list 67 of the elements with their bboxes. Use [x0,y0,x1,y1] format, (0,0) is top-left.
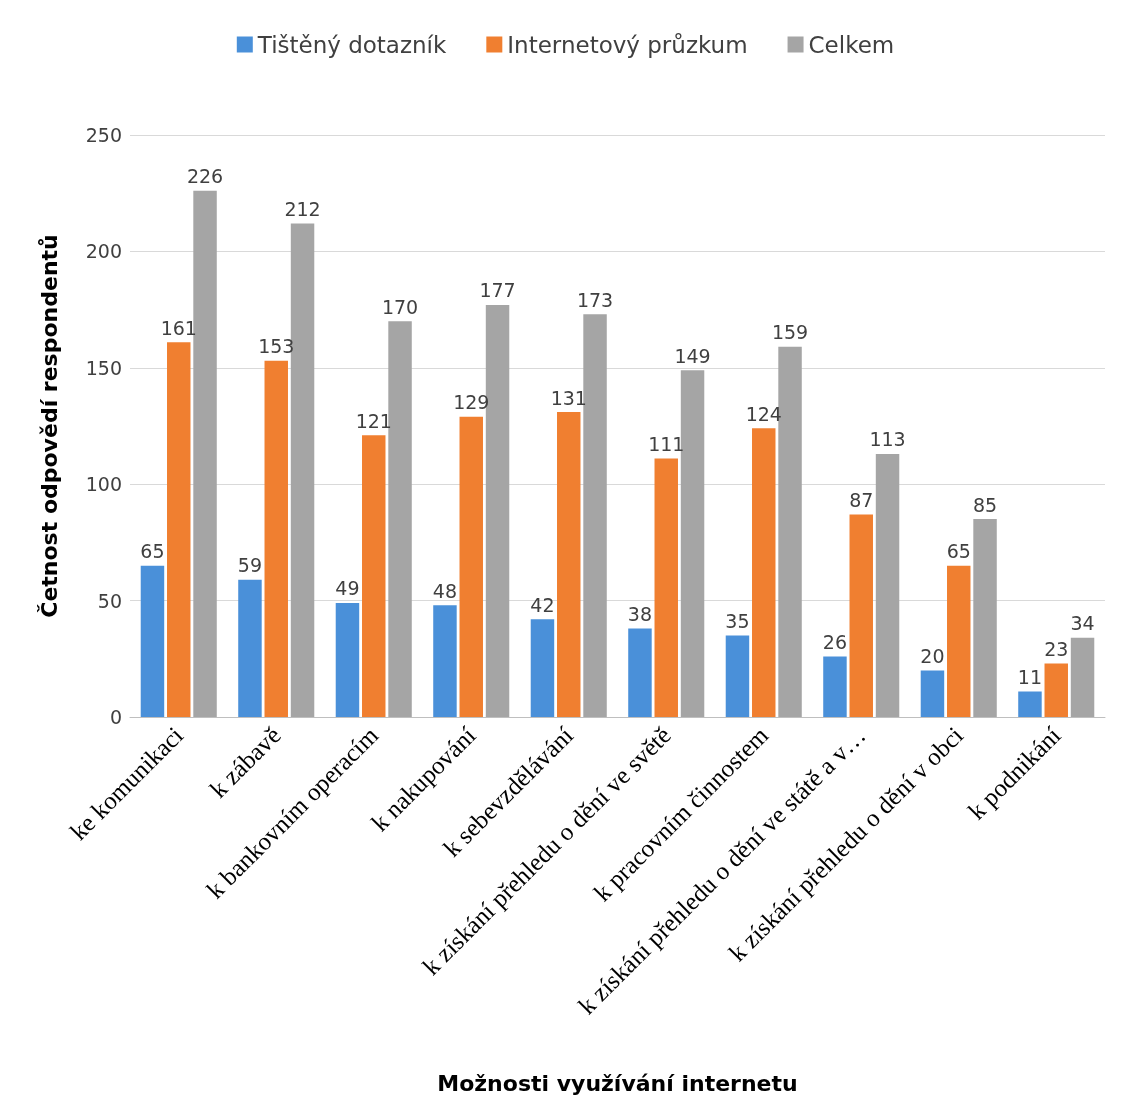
bar [167,342,191,717]
data-label: 111 [648,433,685,456]
legend-label: Celkem [808,31,895,58]
bar [1044,663,1068,717]
data-label: 59 [237,554,263,577]
bar [557,412,581,717]
y-tick-label: 150 [85,356,122,379]
bar [823,656,847,717]
data-label: 161 [160,316,197,339]
data-label: 85 [972,493,998,516]
data-label: 129 [453,391,490,414]
bar [530,619,555,717]
data-label: 177 [479,279,516,302]
legend-label: Tištěný dotazník [256,31,447,58]
data-label: 20 [920,644,945,667]
data-label: 170 [381,295,419,318]
bar [752,428,776,717]
bar [1070,637,1095,717]
data-label: 113 [869,428,906,451]
bar [875,453,900,717]
bar [947,565,971,717]
bar [388,321,412,717]
bar [238,579,262,717]
data-label: 65 [140,540,165,563]
legend-label: Internetový průzkum [507,31,748,58]
bar [725,635,750,717]
data-label: 35 [725,610,750,633]
data-label: 121 [355,409,392,432]
bar [459,416,483,717]
data-label: 87 [849,488,874,511]
y-tick-label: 50 [97,589,122,612]
y-tick-label: 250 [85,124,122,146]
data-label: 131 [550,386,587,409]
data-label: 42 [530,593,555,616]
bar [628,628,652,717]
data-label: 49 [335,577,360,600]
y-axis-title: Četnost odpovědí respondentů [36,234,62,618]
y-tick-label: 200 [85,240,122,263]
data-label: 149 [674,344,711,367]
data-label: 124 [745,402,782,425]
bar [583,314,607,717]
data-label: 226 [186,165,224,188]
data-label: 23 [1044,637,1069,660]
bar [264,360,288,717]
bar [849,514,873,717]
bar [335,602,360,717]
data-label: 173 [576,288,614,311]
y-tick-label: 100 [85,473,122,496]
data-label: 38 [627,603,653,626]
x-axis-title: Možnosti využívání internetu [437,1070,798,1096]
data-label: 26 [822,630,848,653]
data-label: 65 [946,540,971,563]
data-label: 11 [1017,665,1043,688]
data-label: 48 [432,579,458,602]
bar [193,190,217,717]
y-tick-label: 0 [109,706,122,728]
bar [920,670,945,717]
bar [654,458,678,717]
data-label: 159 [771,321,809,344]
data-label: 153 [258,335,295,358]
bar [140,565,165,717]
bar [1018,691,1042,717]
data-label: 34 [1070,612,1095,635]
bar [433,605,457,717]
bar [362,435,386,717]
bar [973,519,997,717]
data-label: 212 [284,197,321,220]
